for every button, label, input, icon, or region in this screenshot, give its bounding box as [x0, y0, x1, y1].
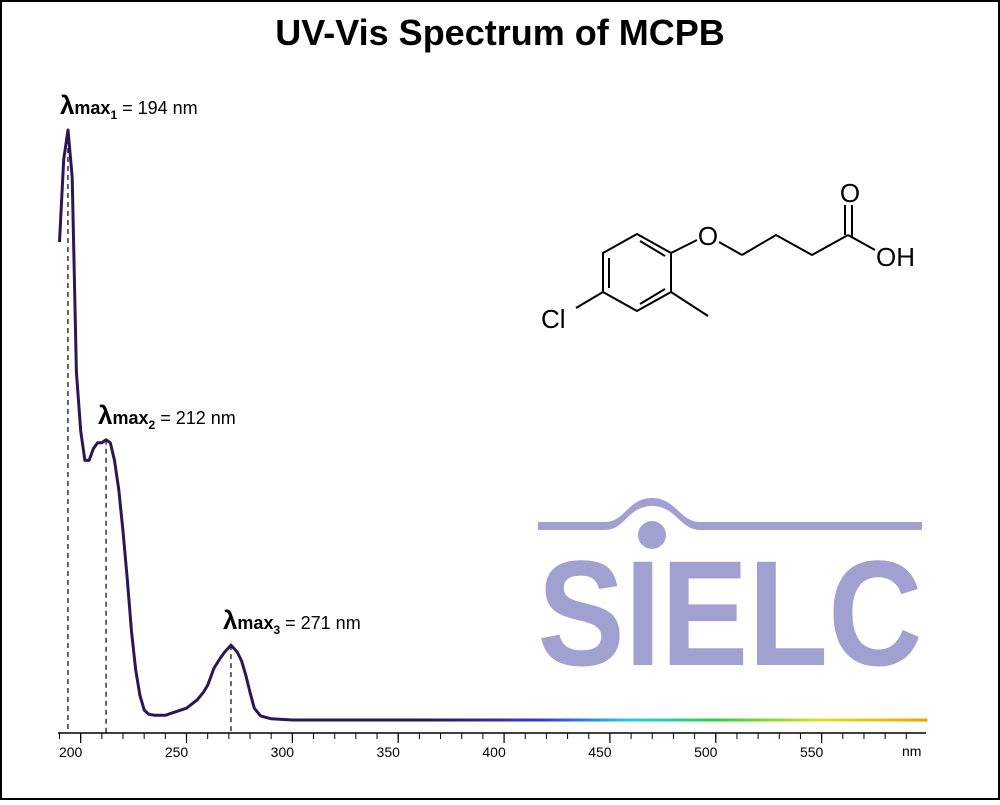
x-tick-label: 400 — [482, 744, 506, 760]
structure — [575, 205, 876, 317]
peak-label: λmax1 = 194 nm — [60, 90, 198, 122]
peak-label-part: λ — [98, 400, 113, 430]
atom-labels: O O OH Cl — [541, 178, 915, 334]
x-tick-label: 350 — [377, 744, 401, 760]
bond — [575, 291, 604, 309]
peak-label-part: = 271 nm — [285, 613, 361, 633]
x-axis-label: nm — [902, 743, 921, 759]
logo-text: SIELC — [538, 529, 923, 697]
logo: SIELC — [538, 498, 923, 697]
peak-label: λmax3 = 271 nm — [223, 605, 361, 637]
peak-label-part: λ — [60, 90, 75, 120]
bond — [639, 288, 666, 305]
bond — [670, 291, 709, 317]
x-tick-label: 550 — [800, 744, 824, 760]
bond — [639, 240, 666, 257]
peak-label-part: max — [237, 613, 273, 633]
peak-label-part: λ — [223, 605, 238, 635]
x-tick-label: 300 — [271, 744, 295, 760]
x-tick-label: 250 — [165, 744, 189, 760]
x-tick-label: 450 — [588, 744, 612, 760]
peak-label: λmax2 = 212 nm — [98, 400, 236, 432]
atom-label: OH — [876, 242, 915, 272]
peak-label-part: 2 — [149, 418, 156, 432]
chart-title: UV-Vis Spectrum of MCPB — [275, 12, 724, 53]
logo-dot — [638, 521, 666, 549]
peak-label-part: 3 — [273, 623, 280, 637]
peak-label-part: max — [74, 98, 110, 118]
bond — [718, 241, 743, 256]
atom-label: O — [840, 178, 860, 208]
peak-label-part: max — [113, 408, 149, 428]
x-tick-label: 500 — [694, 744, 718, 760]
x-tick-label: 200 — [59, 744, 83, 760]
peak-label-part: = 212 nm — [160, 408, 236, 428]
atom-label: O — [698, 221, 718, 251]
bond — [847, 234, 876, 251]
atom-label: Cl — [541, 304, 566, 334]
peak-label-part: 1 — [110, 108, 117, 122]
bond — [670, 239, 698, 254]
peak-label-part: = 194 nm — [122, 98, 198, 118]
logo-arc — [538, 498, 922, 530]
spectrum-line — [58, 128, 928, 722]
bond — [741, 233, 849, 257]
